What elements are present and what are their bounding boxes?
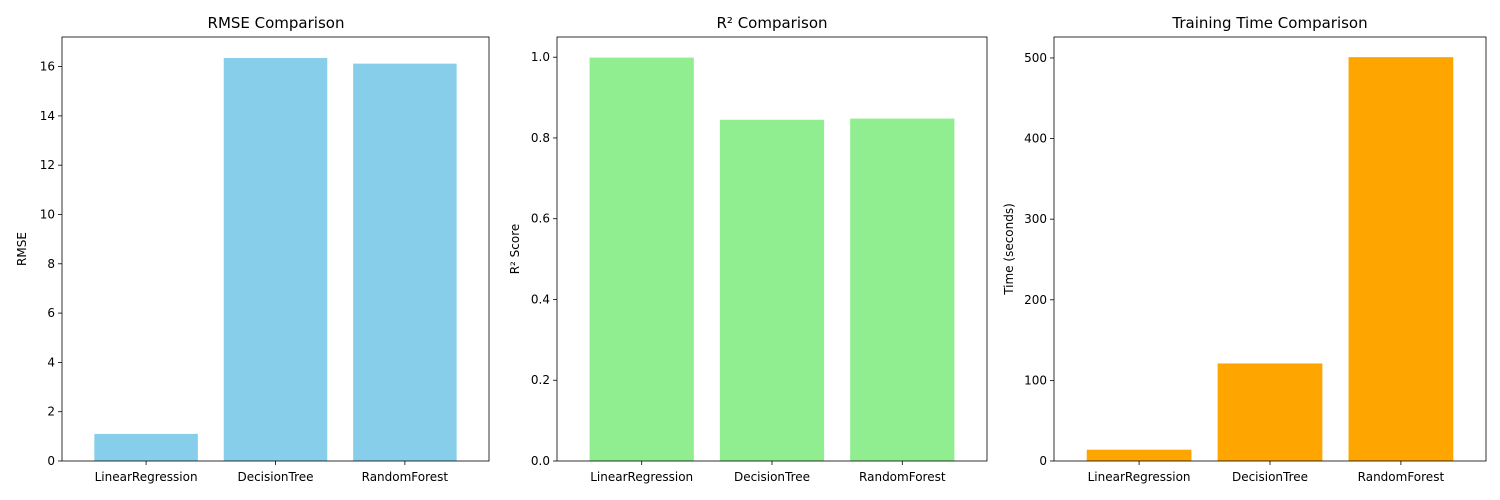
x-tick-label: LinearRegression (95, 470, 198, 484)
y-tick-label: 1.0 (531, 50, 550, 64)
bar-randomforest (850, 118, 955, 462)
y-tick-label: 8 (47, 257, 55, 271)
y-tick-label: 10 (40, 207, 55, 221)
y-tick-label: 16 (40, 60, 55, 74)
training-time-plot-area: LinearRegression DecisionTree RandomForest… (1024, 36, 1487, 484)
rmse-chart-panel: RMSE Comparison RMSE LinearRegression Dec… (15, 14, 490, 484)
x-tick-label: DecisionTree (734, 470, 810, 484)
axes-frame (556, 36, 988, 462)
y-tick-label: 200 (1024, 293, 1047, 307)
rmse-plot-area: LinearRegression DecisionTree RandomForest… (40, 36, 490, 484)
axes-frame (1053, 36, 1487, 462)
chart-title: RMSE Comparison (208, 14, 345, 32)
bar-decisiontree (719, 119, 825, 462)
chart-title: R² Comparison (716, 14, 827, 32)
x-tick-label: RandomForest (1358, 470, 1445, 484)
y-tick-label: 0.2 (531, 373, 550, 387)
y-tick-label: 400 (1024, 132, 1047, 146)
x-tick-label: DecisionTree (237, 470, 313, 484)
bar-randomforest (353, 63, 457, 461)
bar-decisiontree (1217, 363, 1323, 461)
bar-linearregression (1086, 449, 1192, 461)
y-tick-label: 0 (1039, 454, 1047, 468)
x-tick-label: DecisionTree (1232, 470, 1308, 484)
training-time-chart-panel: Training Time Comparison Time (seconds) … (1002, 14, 1487, 484)
y-tick-label: 4 (47, 355, 55, 369)
bar-linearregression (94, 433, 198, 461)
y-axis-label: Time (seconds) (1002, 203, 1016, 296)
y-tick-label: 0 (47, 454, 55, 468)
y-tick-label: 0.6 (531, 212, 550, 226)
x-tick-label: LinearRegression (590, 470, 693, 484)
y-tick-label: 0.0 (531, 454, 550, 468)
y-axis-label: RMSE (15, 232, 29, 266)
y-tick-label: 0.8 (531, 131, 550, 145)
y-tick-label: 0.4 (531, 292, 550, 306)
y-tick-label: 12 (40, 158, 55, 172)
r2-plot-area: LinearRegression DecisionTree RandomForest… (531, 36, 988, 484)
x-tick-label: RandomForest (859, 470, 946, 484)
x-tick-label: RandomForest (362, 470, 449, 484)
y-tick-label: 2 (47, 405, 55, 419)
x-tick-label: LinearRegression (1088, 470, 1191, 484)
bar-randomforest (1348, 57, 1454, 461)
y-tick-label: 300 (1024, 212, 1047, 226)
y-tick-label: 100 (1024, 373, 1047, 387)
y-tick-label: 14 (40, 109, 55, 123)
y-axis-label: R² Score (508, 224, 522, 275)
axes-frame (61, 36, 490, 462)
y-tick-label: 500 (1024, 51, 1047, 65)
bar-decisiontree (223, 57, 328, 461)
y-tick-label: 6 (47, 306, 55, 320)
r2-chart-panel: R² Comparison R² Score LinearRegression D… (508, 14, 988, 484)
bar-linearregression (589, 57, 694, 461)
chart-title: Training Time Comparison (1171, 14, 1367, 32)
